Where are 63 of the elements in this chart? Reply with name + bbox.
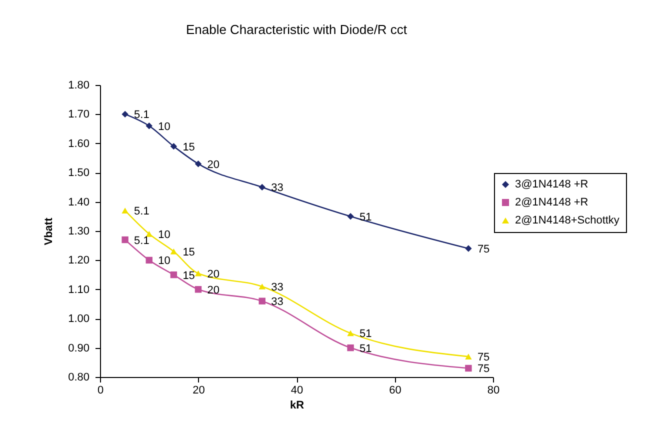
point: [122, 208, 128, 214]
x-tick-label: 0: [97, 384, 104, 396]
y-tick-label: 1.10: [68, 284, 90, 296]
annotation: 10: [158, 228, 170, 241]
point: [258, 184, 266, 191]
annotation: 75: [477, 363, 490, 376]
point: [347, 213, 354, 220]
legend-label: 2@1N4148+Schottky: [515, 214, 620, 226]
point: [194, 270, 202, 276]
point: [170, 248, 178, 254]
x-tick-label: 40: [290, 384, 304, 396]
annotation: 75: [477, 244, 490, 256]
chart-title: Enable Characteristic with Diode/R cct: [186, 22, 408, 37]
point: [465, 354, 472, 360]
point: [146, 231, 152, 237]
point: [465, 245, 472, 252]
y-tick-label: 1.00: [68, 313, 90, 326]
x-tick-label: 20: [192, 384, 205, 396]
x-axis-title: kR: [290, 400, 304, 412]
y-tick-label: 1.40: [68, 196, 90, 208]
point: [347, 330, 354, 336]
annotation: 5.1: [134, 109, 150, 122]
y-tick-label: 1.50: [68, 167, 90, 180]
y-axis-title: Vbatt: [43, 217, 56, 246]
annotation: 51: [360, 342, 372, 355]
annotation: 5.1: [134, 206, 150, 218]
annotation: 51: [360, 328, 372, 340]
point: [122, 110, 128, 118]
point: [194, 160, 202, 168]
point: [347, 344, 354, 352]
y-tick-label: 1.60: [68, 138, 90, 150]
annotation: 15: [182, 141, 195, 154]
y-tick-label: 1.80: [68, 80, 90, 92]
x-tick-label: 60: [389, 384, 402, 396]
legend-label: 3@1N4148 +R: [515, 178, 588, 190]
point: [170, 271, 178, 278]
annotation: 15: [182, 270, 195, 282]
point: [258, 284, 266, 290]
legend-label: 2@1N4148 +R: [515, 196, 588, 208]
point: [122, 236, 128, 244]
y-tick-label: 1.20: [68, 254, 90, 267]
point: [465, 364, 472, 372]
annotation: 15: [182, 246, 195, 258]
point: [146, 256, 152, 264]
annotation: 20: [207, 158, 220, 171]
annotation: 5.1: [134, 234, 150, 247]
y-tick-label: 1.70: [68, 108, 90, 121]
annotation: 51: [360, 211, 372, 224]
y-tick-label: 0.90: [68, 342, 90, 354]
annotation: 33: [271, 296, 284, 308]
x-tick-label: 80: [487, 384, 500, 396]
point: [258, 298, 266, 304]
point: [194, 286, 202, 293]
annotation: 75: [477, 352, 490, 364]
annotation: 33: [271, 182, 284, 194]
point: [146, 122, 152, 130]
y-tick-label: 1.30: [68, 226, 90, 238]
annotation: 33: [271, 281, 284, 294]
y-tick-label: 0.80: [68, 372, 90, 384]
point: [170, 142, 178, 150]
annotation: 10: [158, 255, 170, 268]
annotation: 20: [207, 268, 220, 280]
annotation: 10: [158, 120, 170, 133]
